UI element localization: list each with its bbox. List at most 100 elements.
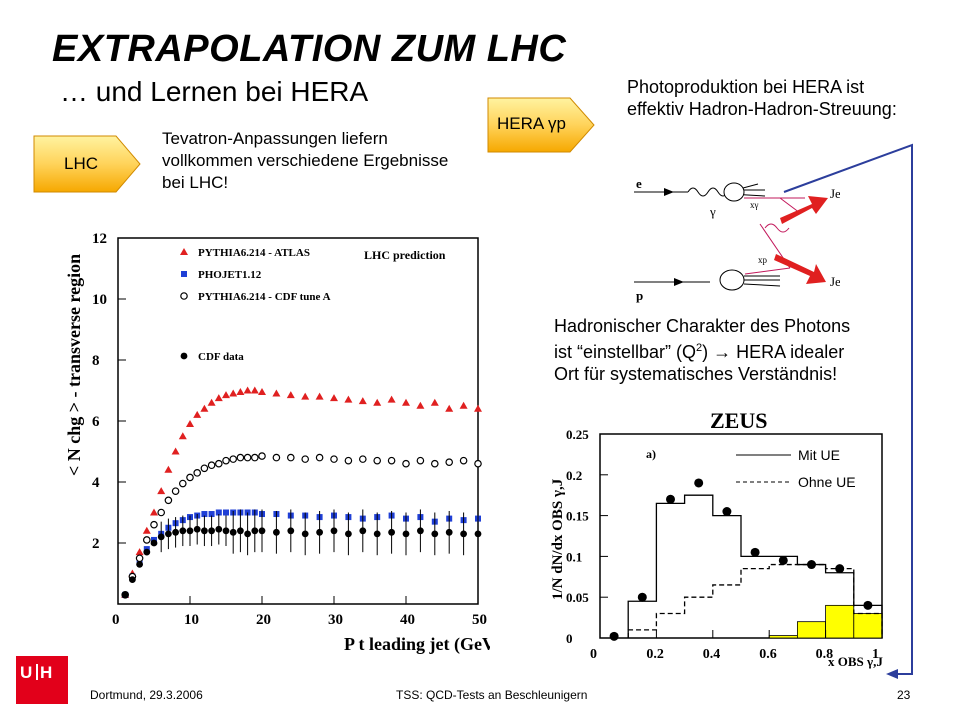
zeus-x-tick-label: 0.2 (646, 647, 664, 662)
lhc-point-cdf-data (193, 525, 201, 533)
lhc-point-cdf-data (373, 530, 381, 538)
lhc-point-cdf-data (258, 527, 266, 535)
lhc-x-tick-label: 30 (328, 612, 343, 628)
lhc-point-cdf-data (150, 539, 158, 547)
lhc-point-atlas (229, 389, 238, 397)
lhc-y-tick-label: 12 (92, 231, 107, 247)
page-subtitle: … und Lernen bei HERA (60, 76, 369, 107)
lhc-point-atlas (344, 395, 353, 403)
lhc-point-atlas (207, 398, 216, 406)
zeus-y-tick-label: 0.1 (566, 549, 582, 564)
lhc-point-cdf-tune (186, 473, 194, 482)
svg-text:H: H (40, 663, 52, 682)
lhc-point-atlas (459, 401, 468, 409)
lhc-point-cdf-tune (143, 536, 151, 544)
zeus-y-tick-label: 0.05 (566, 590, 589, 605)
lhc-point-cdf-data (244, 530, 252, 538)
lhc-x-tick-label: 40 (400, 612, 415, 628)
lhc-badge (33, 135, 141, 193)
diagram-label-e: e (636, 176, 642, 191)
lhc-point-cdf-tune (207, 461, 216, 470)
lhc-point-cdf-data (316, 528, 323, 536)
lhc-point-atlas (200, 404, 209, 412)
lhc-y-tick-label: 2 (92, 536, 100, 552)
zeus-legend-ohne: Ohne UE (798, 474, 856, 490)
lhc-point-atlas (178, 432, 187, 440)
hadronic-text: Hadronischer Charakter des Photons ist “… (554, 315, 924, 385)
lhc-point-cdf-tune (164, 496, 173, 505)
lhc-point-cdf-data (222, 527, 230, 535)
lhc-point-cdf-data (136, 560, 143, 568)
zeus-y-tick-label: 0.2 (566, 468, 582, 483)
lhc-legend-atlas: PYTHIA6.214 - ATLAS (198, 247, 310, 259)
lhc-point-atlas (416, 401, 425, 409)
lhc-point-cdf-tune (416, 456, 425, 465)
lhc-point-atlas (286, 391, 295, 399)
zeus-chart: 0 0.2 0.4 0.6 0.8 1 0 0.05 0.1 0.15 0.2 0.25 ZEUS a… (550, 408, 883, 669)
uhh-logo: U H (16, 656, 68, 704)
photoproduktion-text: Photoproduktion bei HERA ist effektiv Ha… (627, 77, 897, 119)
zeus-x-label: x OBS γ,J (828, 654, 883, 669)
hera-badge (487, 97, 595, 153)
lhc-point-cdf-tune (236, 453, 245, 462)
lhc-point-atlas (243, 386, 252, 394)
lhc-legend-marker-cdf-data (180, 352, 188, 360)
lhc-point-atlas (387, 395, 396, 403)
lhc-point-cdf-tune (287, 453, 295, 462)
lhc-point-cdf-tune (135, 554, 144, 563)
zeus-y-label: 1/N dN/dx OBS γ,J (550, 478, 566, 600)
diagram-label-xp: xp (758, 255, 768, 265)
footer-date: Dortmund, 29.3.2006 (90, 688, 203, 702)
lhc-point-cdf-data (121, 591, 129, 599)
lhc-point-atlas (272, 389, 281, 397)
lhc-point-cdf-data (229, 528, 237, 536)
lhc-point-cdf-data (388, 528, 395, 536)
lhc-y-tick-label: 6 (92, 414, 100, 430)
zeus-chart-title: ZEUS (710, 408, 767, 433)
lhc-point-cdf-data (330, 527, 338, 535)
diagram-label-p: p (636, 288, 643, 303)
diagram-label-jet-bottom: Jet (830, 274, 840, 289)
lhc-point-cdf-data (208, 527, 216, 535)
page-title: EXTRAPOLATION ZUM LHC (52, 28, 567, 70)
lhc-legend-marker-atlas (180, 248, 188, 255)
lhc-point-cdf-tune (430, 459, 439, 468)
lhc-y-label: < N chg > - transverse region (64, 254, 84, 476)
lhc-point-cdf-tune (200, 464, 209, 473)
lhc-y-tick-label: 4 (92, 475, 100, 491)
lhc-point-atlas (474, 404, 482, 412)
lhc-point-cdf-tune (344, 456, 353, 465)
hadronic-line-2c: ) → HERA idealer (702, 342, 845, 362)
hadronic-line-1: Hadronischer Charakter des Photons (554, 316, 851, 336)
lhc-point-cdf-tune (315, 453, 324, 462)
lhc-point-atlas (186, 420, 194, 428)
lhc-point-cdf-data (201, 527, 208, 535)
lhc-point-cdf-tune (358, 455, 367, 463)
lhc-point-phojet (201, 511, 208, 518)
lhc-x-label: P t leading jet (GeV) (344, 634, 490, 655)
lhc-point-atlas (315, 392, 324, 400)
lhc-point-atlas (258, 388, 266, 396)
zeus-data-point (807, 560, 816, 570)
lhc-x-tick-label: 10 (184, 612, 199, 628)
lhc-x-tick-label: 50 (472, 612, 487, 628)
lhc-point-cdf-data (460, 530, 467, 538)
lhc-point-atlas (330, 394, 338, 402)
lhc-legend-marker-cdf-tune (180, 292, 188, 300)
lhc-legend-cdf-data: CDF data (198, 351, 244, 363)
lhc-point-cdf-data (417, 527, 424, 535)
zeus-data-point (694, 478, 704, 488)
lhc-point-cdf-data (445, 528, 453, 536)
lhc-point-atlas (373, 398, 382, 406)
zeus-data-point (722, 507, 732, 517)
zeus-legend-mit: Mit UE (798, 447, 840, 463)
zeus-data-point (609, 631, 619, 641)
lhc-y-tick-label: 10 (92, 292, 107, 308)
lhc-point-cdf-tune (459, 456, 468, 465)
page-number: 23 (897, 688, 911, 702)
lhc-point-cdf-data (251, 527, 259, 535)
zeus-y-tick-label: 0.25 (566, 427, 589, 442)
diagram-label-xgamma: xγ (750, 200, 759, 210)
lhc-legend-marker-phojet (181, 271, 187, 277)
zeus-shaded-bar (853, 613, 883, 639)
